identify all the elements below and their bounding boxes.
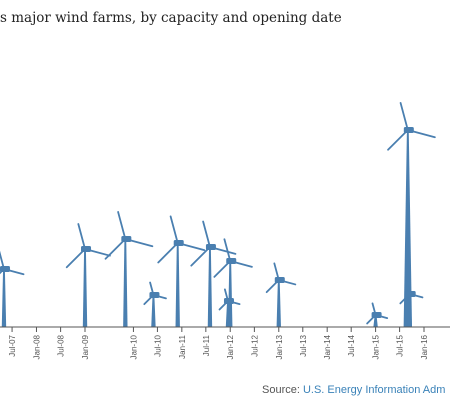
turbine-tower	[207, 247, 213, 327]
turbine-blade	[399, 102, 409, 131]
turbine-tower	[175, 243, 180, 327]
source-prefix: Source:	[262, 384, 303, 396]
wind-turbine-point	[0, 250, 25, 327]
x-tick-label: Jan-16	[420, 334, 429, 359]
chart-title: s major wind farms, by capacity and open…	[0, 10, 342, 26]
turbine-tower	[225, 301, 231, 327]
x-tick-label: Jan-09	[81, 334, 90, 359]
turbine-blade	[190, 246, 211, 267]
turbine-tower	[123, 239, 128, 327]
x-tick-label: Jan-11	[178, 334, 187, 358]
wind-turbine-point	[366, 302, 389, 327]
wind-turbine-point	[399, 280, 424, 327]
turbine-nacelle	[0, 266, 10, 272]
wind-turbine-point	[218, 288, 241, 327]
turbine-nacelle	[405, 291, 416, 297]
source-link[interactable]: U.S. Energy Information Adm	[302, 384, 446, 396]
x-tick-label: Jul-13	[299, 334, 308, 356]
turbine-nacelle	[403, 127, 414, 133]
turbine-nacelle	[81, 246, 92, 252]
wind-turbine-point	[265, 262, 297, 327]
x-tick-label: Jan-13	[275, 334, 284, 359]
turbine-tower	[1, 269, 7, 327]
turbine-tower	[403, 130, 413, 327]
x-tick-label: Jul-14	[347, 334, 356, 356]
turbine-tower	[82, 249, 88, 327]
turbine-blade	[65, 248, 86, 269]
source-note: Source: U.S. Energy Information Adm	[262, 384, 445, 396]
turbine-blade	[0, 250, 5, 270]
turbine-blade	[387, 129, 409, 151]
x-tick-label: Jul-10	[153, 334, 162, 356]
turbine-nacelle	[223, 298, 234, 304]
turbine-blade	[117, 211, 127, 240]
x-tick-label: Jul-12	[250, 334, 259, 356]
turbine-tower	[151, 295, 156, 327]
wind-turbine-point	[65, 223, 111, 327]
turbine-blade	[77, 223, 86, 250]
turbine-blade	[169, 215, 179, 244]
wind-turbine-point	[213, 238, 253, 327]
x-tick-label: Jan-10	[129, 334, 138, 359]
x-tick-label: Jan-08	[32, 334, 41, 359]
x-tick-label: Jan-15	[372, 334, 381, 359]
x-tick-label: Jan-12	[226, 334, 235, 359]
turbine-nacelle	[274, 277, 285, 283]
wind-turbine-point	[157, 215, 206, 327]
turbine-blade	[223, 238, 232, 262]
x-tick-label: Jul-07	[8, 334, 17, 356]
turbine-nacelle	[173, 240, 184, 246]
turbine-nacelle	[205, 244, 216, 250]
turbine-blade	[202, 220, 211, 248]
turbine-tower	[276, 280, 281, 327]
x-tick-label: Jul-15	[396, 334, 405, 356]
turbine-nacelle	[371, 312, 382, 318]
wind-turbine-point	[190, 220, 237, 327]
turbine-nacelle	[121, 236, 132, 242]
wind-turbine-point	[387, 102, 436, 327]
x-tick-label: Jul-11	[202, 334, 211, 356]
turbine-blade	[157, 242, 179, 264]
turbine-nacelle	[149, 292, 160, 298]
x-tick-label: Jan-14	[323, 334, 332, 359]
turbine-blade	[104, 238, 127, 260]
wind-turbine-point	[143, 281, 167, 327]
wind-turbine-point	[104, 211, 154, 327]
turbine-nacelle	[226, 258, 237, 264]
x-tick-label: Jul-08	[57, 334, 66, 356]
turbine-tower	[407, 294, 412, 327]
